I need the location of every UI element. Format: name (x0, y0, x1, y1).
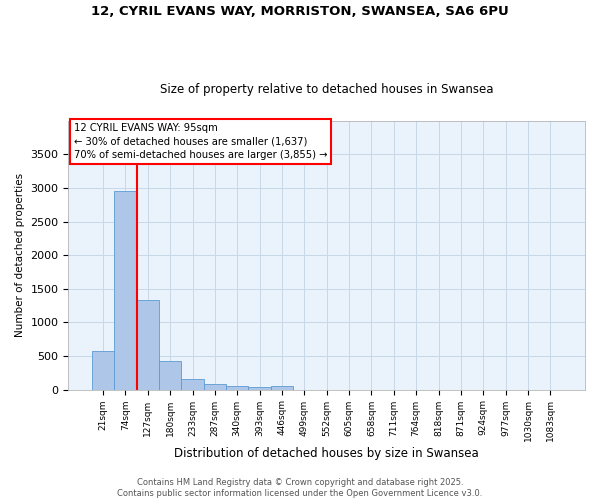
Bar (226, 386, 248, 390)
Bar (204, 384, 226, 390)
Bar (159, 362, 181, 390)
Bar (271, 386, 293, 390)
Bar (114, 190, 137, 390)
Y-axis label: Number of detached properties: Number of detached properties (15, 173, 25, 338)
Title: Size of property relative to detached houses in Swansea: Size of property relative to detached ho… (160, 83, 493, 96)
Bar (181, 378, 204, 390)
Text: 12, CYRIL EVANS WAY, MORRISTON, SWANSEA, SA6 6PU: 12, CYRIL EVANS WAY, MORRISTON, SWANSEA,… (91, 5, 509, 18)
Text: Contains HM Land Registry data © Crown copyright and database right 2025.
Contai: Contains HM Land Registry data © Crown c… (118, 478, 482, 498)
Text: 12 CYRIL EVANS WAY: 95sqm
← 30% of detached houses are smaller (1,637)
70% of se: 12 CYRIL EVANS WAY: 95sqm ← 30% of detac… (74, 124, 327, 160)
Bar (137, 300, 159, 390)
Bar (92, 350, 114, 390)
X-axis label: Distribution of detached houses by size in Swansea: Distribution of detached houses by size … (175, 447, 479, 460)
Bar (248, 387, 271, 390)
